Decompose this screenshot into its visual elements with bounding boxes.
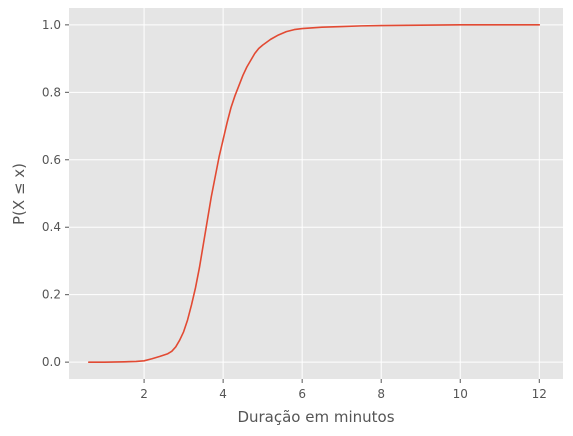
x-tick-label: 6 xyxy=(298,387,306,401)
y-tick-label: 0.8 xyxy=(42,85,61,99)
y-tick-label: 0.2 xyxy=(42,288,61,302)
series-layer xyxy=(87,24,541,363)
y-tick-labels: 0.0 0.2 0.4 0.6 0.8 1.0 xyxy=(42,18,61,369)
y-tick-label: 1.0 xyxy=(42,18,61,32)
plot-background xyxy=(69,8,563,379)
x-tick-labels: 2 4 6 8 10 12 xyxy=(140,387,547,401)
x-tick-label: 12 xyxy=(532,387,547,401)
y-axis-label: P(X ≤ x) xyxy=(10,163,28,225)
x-axis-label: Duração em minutos xyxy=(237,408,394,426)
cdf-series-line xyxy=(87,24,541,363)
x-tick-label: 2 xyxy=(140,387,148,401)
x-tick-label: 10 xyxy=(453,387,468,401)
y-tick-label: 0.4 xyxy=(42,220,61,234)
grid-x xyxy=(143,8,540,383)
x-tick-label: 4 xyxy=(219,387,227,401)
x-tick-label: 8 xyxy=(377,387,385,401)
y-tick-label: 0.0 xyxy=(42,355,61,369)
y-tick-label: 0.6 xyxy=(42,153,61,167)
